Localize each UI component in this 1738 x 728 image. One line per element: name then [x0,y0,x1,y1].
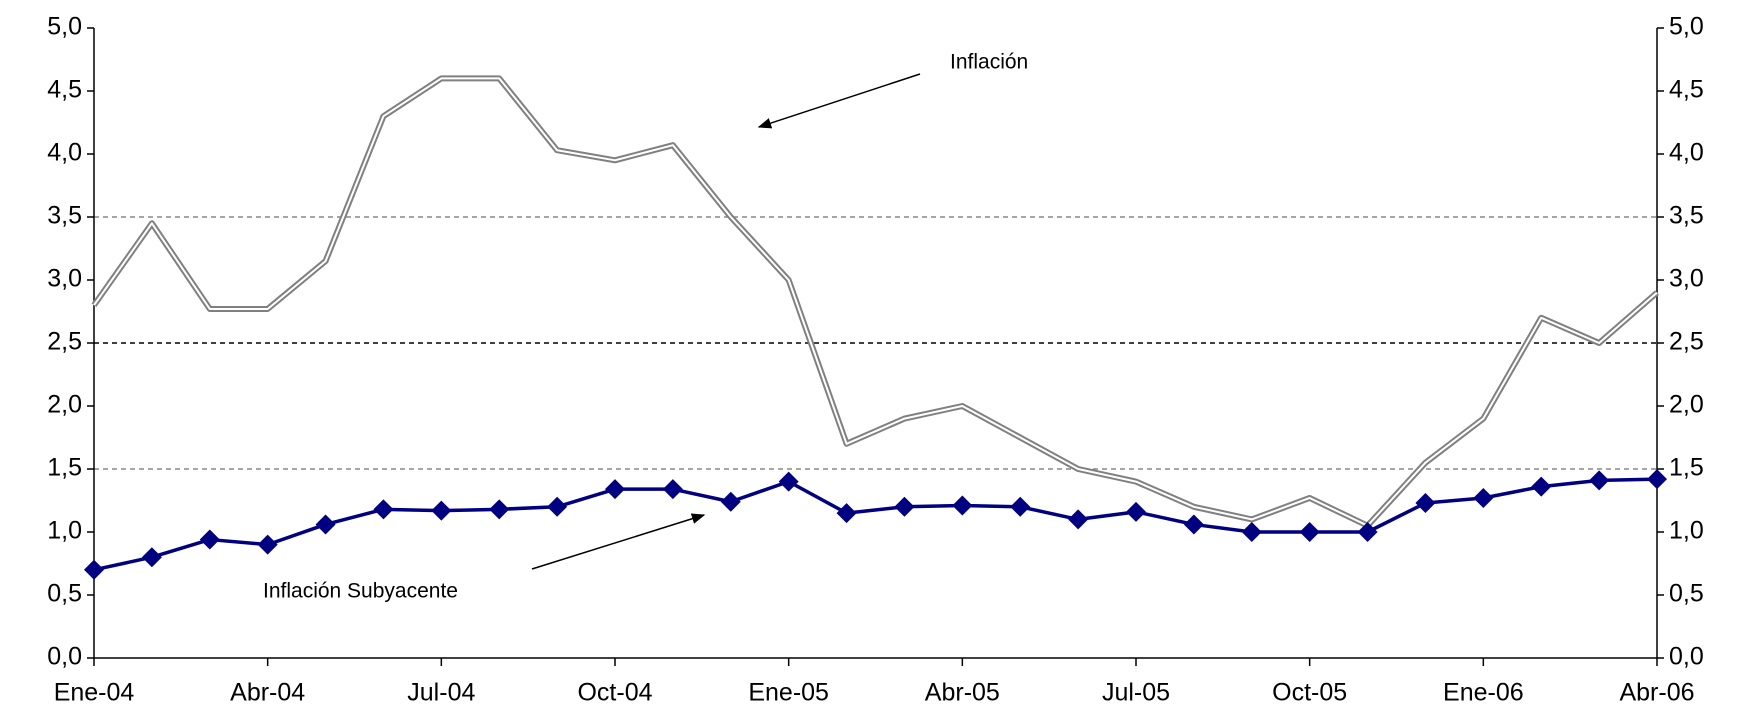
marker [1241,522,1262,542]
marker [720,491,741,512]
x-tick-label: Jul-05 [1102,679,1170,707]
series-line [91,75,1659,529]
x-tick-label: Abr-05 [925,679,1000,707]
x-tick-label: Ene-05 [748,679,829,707]
marker [778,471,799,492]
marker [1183,514,1204,535]
x-tick-label: Oct-05 [1272,679,1347,707]
marker [1589,470,1610,491]
annotation: Inflación [950,51,1028,74]
y-tick-label: 0,5 [47,580,82,608]
annotation: Inflación Subyacente [263,580,458,603]
marker [836,503,857,524]
marker [1299,522,1320,542]
y2-tick-label: 2,5 [1669,328,1704,356]
y2-tick-label: 1,0 [1669,517,1704,545]
x-tick-label: Ene-04 [54,679,135,707]
marker [1357,522,1378,542]
y-tick-label: 4,0 [47,139,82,167]
marker [1068,509,1089,530]
marker [894,496,915,517]
marker [1473,487,1494,508]
x-tick-label: Abr-06 [1619,679,1694,707]
y2-tick-label: 5,0 [1669,13,1704,41]
marker [952,495,973,516]
y-tick-label: 2,0 [47,391,82,419]
marker [1010,496,1031,517]
y-tick-label: 0,0 [47,643,82,671]
y-tick-label: 2,5 [47,328,82,356]
marker [199,529,220,550]
marker [373,499,394,520]
marker [431,500,452,521]
y2-tick-label: 3,5 [1669,202,1704,230]
y-tick-label: 1,0 [47,517,82,545]
y-tick-label: 3,0 [47,265,82,293]
y-tick-label: 5,0 [47,13,82,41]
marker [1415,493,1436,514]
annotation-arrow [757,73,921,129]
y-tick-label: 1,5 [47,454,82,482]
marker [1126,501,1146,522]
marker [605,479,625,500]
y-tick-label: 3,5 [47,202,82,230]
marker [315,514,336,535]
series-line [93,477,1658,572]
annotation-arrow [531,513,706,570]
y2-tick-label: 1,5 [1669,454,1704,482]
x-tick-label: Abr-04 [230,679,305,707]
marker [489,499,510,520]
y2-tick-label: 4,5 [1669,76,1704,104]
y2-tick-label: 0,5 [1669,580,1704,608]
marker [1531,476,1552,497]
y2-tick-label: 4,0 [1669,139,1704,167]
y2-tick-label: 2,0 [1669,391,1704,419]
y2-tick-label: 0,0 [1669,643,1704,671]
marker [257,534,278,555]
marker [84,559,104,580]
marker [1647,469,1667,490]
marker [547,496,568,517]
x-tick-label: Oct-04 [577,679,652,707]
marker [662,479,683,500]
x-tick-label: Ene-06 [1443,679,1524,707]
y-tick-label: 4,5 [47,76,82,104]
x-tick-label: Jul-04 [407,679,475,707]
y2-tick-label: 3,0 [1669,265,1704,293]
series-line-inner [93,77,1658,527]
marker [141,547,162,568]
